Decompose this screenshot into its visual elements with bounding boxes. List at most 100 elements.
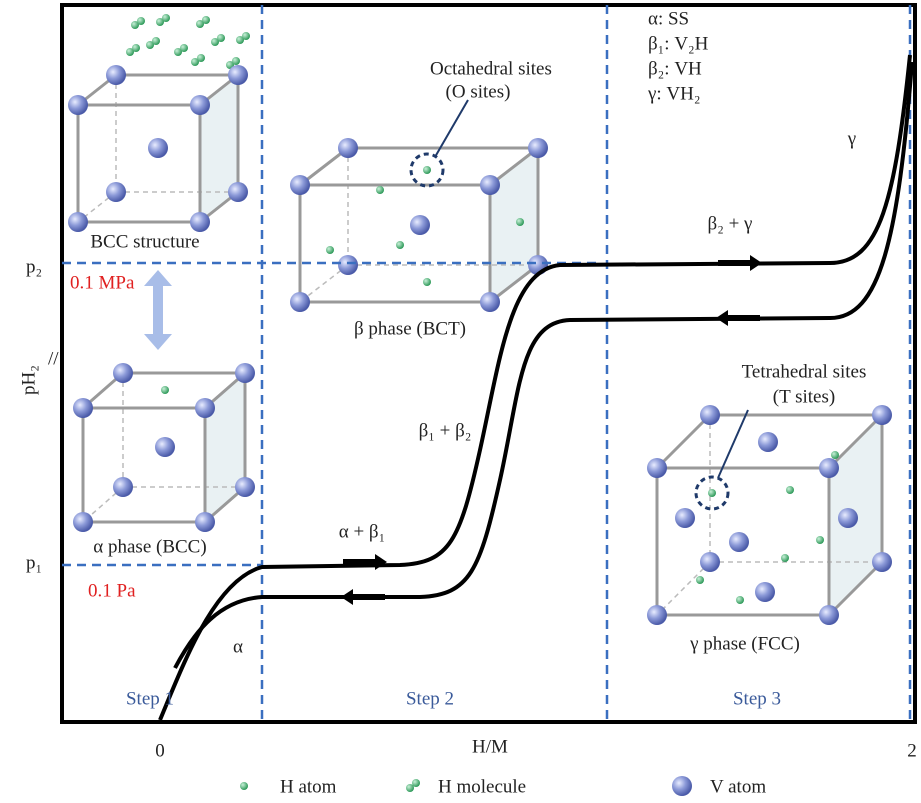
v-atom [838, 508, 858, 528]
pressure-value: 0.1 Pa [88, 580, 136, 601]
h-atom [180, 44, 188, 52]
h-atom [396, 241, 404, 249]
v-atom [106, 65, 126, 85]
region-label: α [233, 636, 243, 657]
h-atom [202, 16, 210, 24]
region-label: γ [847, 128, 856, 149]
h-atom [781, 554, 789, 562]
annotation: (T sites) [773, 386, 835, 407]
v-atom [819, 605, 839, 625]
v-atom [872, 552, 892, 572]
structure-label: γ phase (FCC) [689, 633, 800, 654]
site-pointers [411, 100, 748, 509]
step-label: Step 2 [406, 688, 454, 709]
v-atom [68, 95, 88, 115]
phase-legend: β₁: V₂H [648, 33, 709, 54]
v-atom [235, 477, 255, 497]
h-atom [696, 576, 704, 584]
legend-label: H molecule [438, 776, 526, 797]
pressure-arrow [144, 270, 172, 350]
v-atom [338, 138, 358, 158]
h-atom [152, 37, 160, 45]
cube-edge [657, 415, 710, 468]
annotation: (O sites) [446, 81, 511, 102]
v-atom [155, 437, 175, 457]
v-atom [148, 138, 168, 158]
v-atom [758, 432, 778, 452]
h-atom [786, 486, 794, 494]
v-atom [675, 508, 695, 528]
v-atom [113, 363, 133, 383]
v-atom [872, 405, 892, 425]
v-atom [73, 512, 93, 532]
v-atom [528, 138, 548, 158]
h-atom [242, 32, 250, 40]
v-atom [290, 292, 310, 312]
annotation: Octahedral sites [430, 58, 552, 79]
cube-edge [657, 562, 710, 615]
v-atom [73, 398, 93, 418]
v-atom [195, 398, 215, 418]
h-atom [423, 166, 431, 174]
axis-break: // [48, 348, 59, 369]
region-label: α + β₁ [339, 521, 385, 542]
h-atom [423, 278, 431, 286]
y-tick-label: p₁ [26, 552, 42, 573]
phase-legend: α: SS [648, 8, 689, 29]
v-atom [290, 175, 310, 195]
structure-label: β phase (BCT) [354, 318, 466, 339]
h-atom [162, 14, 170, 22]
h-atom [376, 186, 384, 194]
v-atom [480, 175, 500, 195]
v-atom [647, 458, 667, 478]
v-atom [410, 215, 430, 235]
structure-label: BCC structure [90, 231, 199, 252]
v-atom [338, 255, 358, 275]
y-axis-label: pH₂ [18, 365, 39, 395]
x-axis-label: H/M [472, 736, 508, 757]
v-atom [819, 458, 839, 478]
x-tick-label: 0 [155, 740, 165, 761]
pressure-value: 0.1 MPa [70, 272, 135, 293]
h-atom [232, 57, 240, 65]
legend-h-molecule-icon [406, 779, 420, 792]
direction-arrows [341, 255, 762, 605]
h-atom [516, 218, 524, 226]
phase-legend: γ: VH₂ [647, 83, 701, 104]
v-atom [700, 552, 720, 572]
figure: Octahedral sites (O sites) Tetrahedral s… [0, 0, 921, 803]
v-atom [480, 292, 500, 312]
v-atom [700, 405, 720, 425]
h-atom [326, 246, 334, 254]
cube-face [205, 373, 245, 522]
h-atom [708, 489, 716, 497]
phase-legend: β₂: VH [648, 58, 702, 79]
h-atom [137, 17, 145, 25]
v-atom [113, 477, 133, 497]
annotation: Tetrahedral sites [742, 361, 867, 382]
v-atom [228, 65, 248, 85]
v-atom [68, 212, 88, 232]
v-atom [190, 212, 210, 232]
h-atom [816, 536, 824, 544]
h-atom [161, 386, 169, 394]
legend-label: V atom [710, 776, 766, 797]
h-atom [132, 44, 140, 52]
h-atom [217, 34, 225, 42]
v-atom [190, 95, 210, 115]
step-label: Step 3 [733, 688, 781, 709]
structure-label: α phase (BCC) [93, 536, 206, 557]
region-label: β₁ + β₂ [419, 420, 472, 441]
v-atom [729, 532, 749, 552]
v-atom [755, 582, 775, 602]
v-atom [228, 182, 248, 202]
h-atom [736, 596, 744, 604]
region-label: β₂ + γ [708, 213, 753, 234]
y-tick-label: p₂ [26, 256, 42, 277]
legend-label: H atom [280, 776, 337, 797]
v-atom [647, 605, 667, 625]
h-atom [831, 451, 839, 459]
x-tick-label: 2 [907, 740, 917, 761]
v-atom [195, 512, 215, 532]
h-atom [197, 54, 205, 62]
